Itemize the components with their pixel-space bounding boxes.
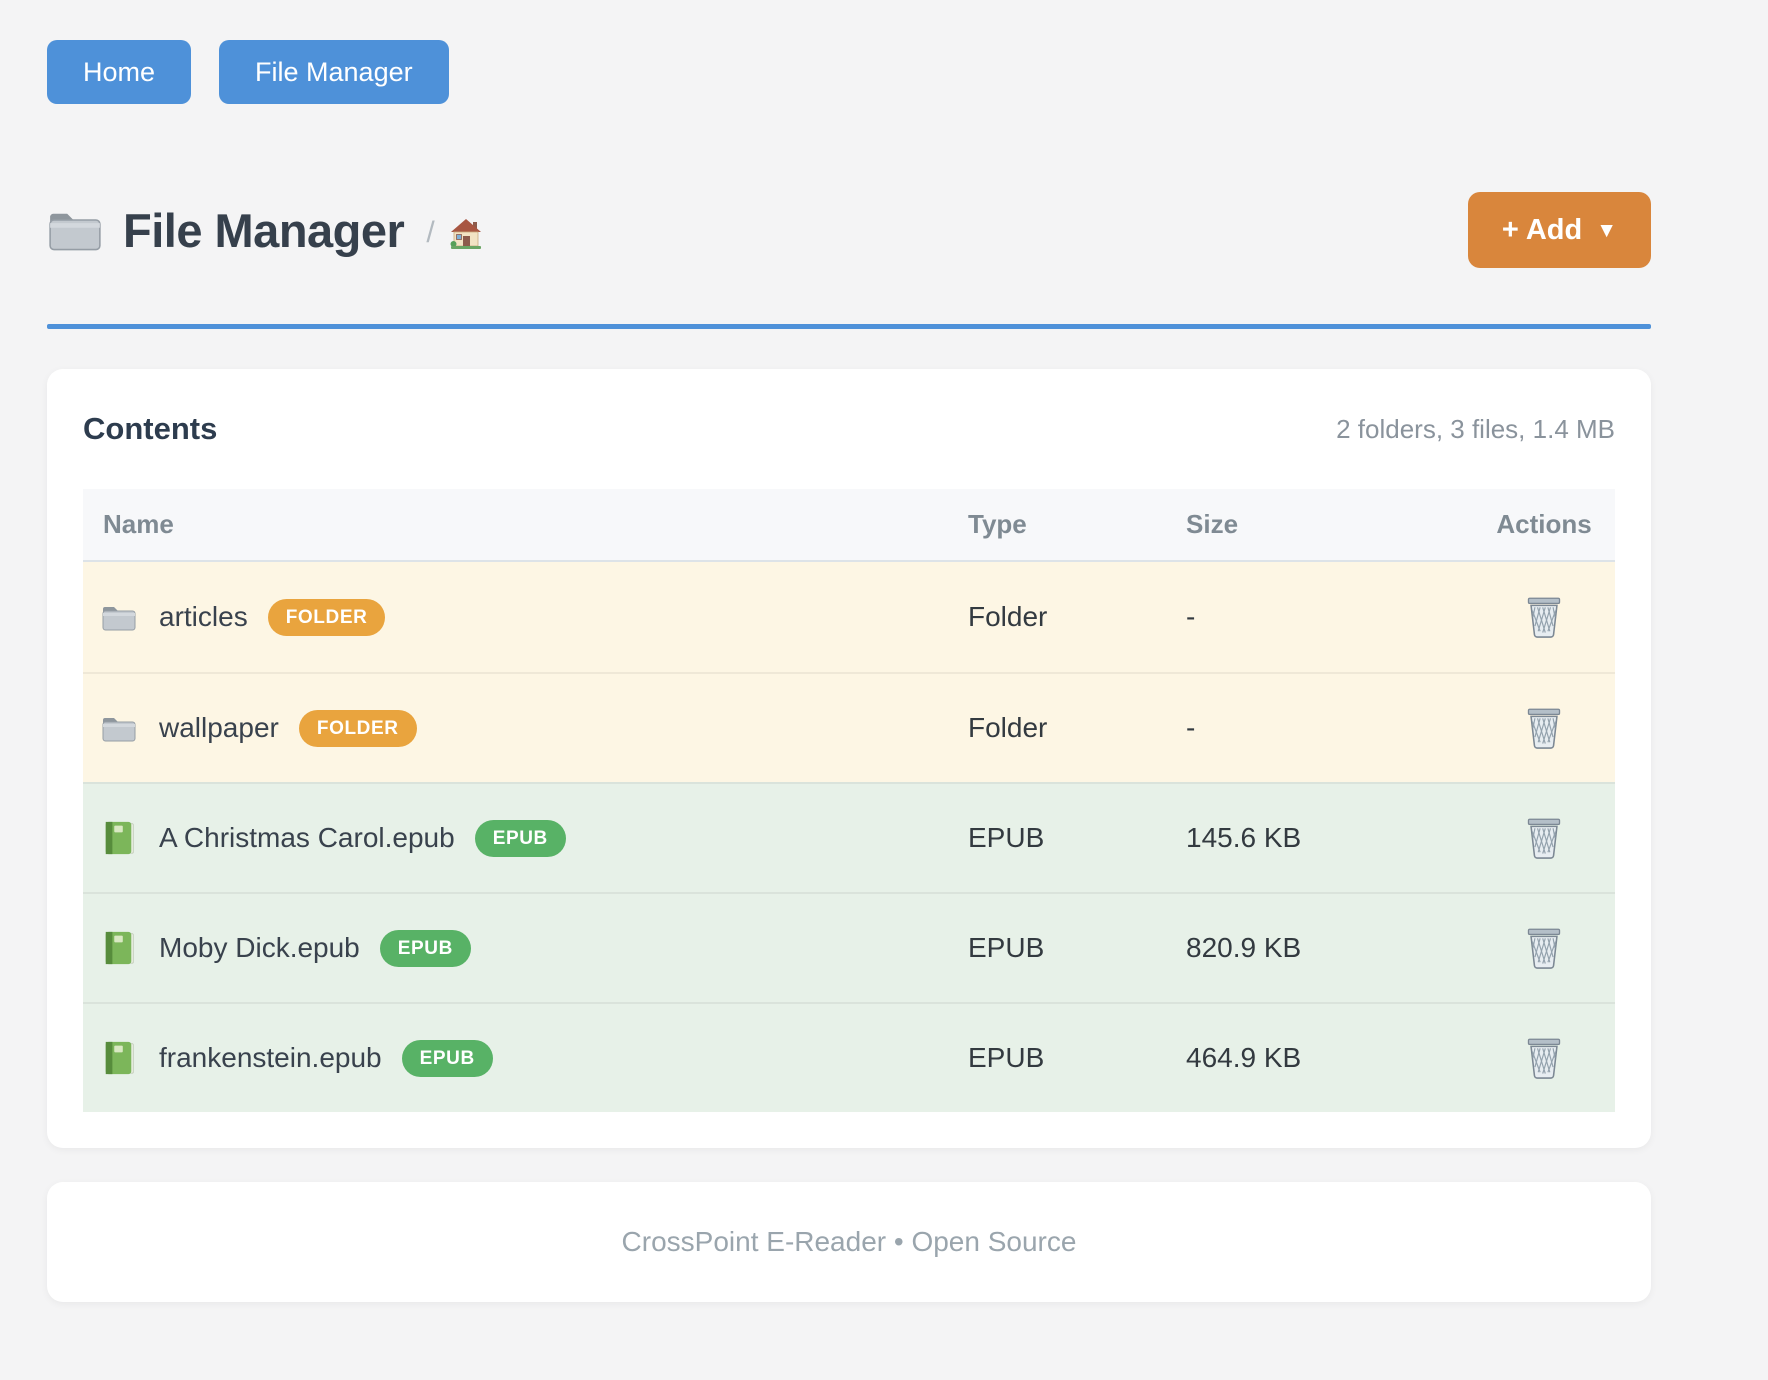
type-badge: EPUB: [379, 929, 471, 967]
cell-size: 820.9 KB: [1186, 932, 1302, 963]
cell-size: 464.9 KB: [1186, 1042, 1302, 1073]
delete-button[interactable]: [1524, 1036, 1564, 1080]
table-body: articles FOLDER Folder - wallpaper FOLDE…: [83, 562, 1615, 1112]
add-button[interactable]: + Add ▼: [1467, 192, 1651, 268]
type-badge: FOLDER: [267, 598, 386, 636]
table-row[interactable]: articles FOLDER Folder -: [83, 562, 1615, 672]
delete-button[interactable]: [1524, 926, 1564, 970]
column-header-actions: Actions: [1496, 509, 1592, 539]
type-badge: EPUB: [401, 1039, 493, 1077]
add-button-label: + Add: [1501, 213, 1583, 246]
contents-summary: 2 folders, 3 files, 1.4 MB: [1336, 413, 1615, 444]
file-name: A Christmas Carol.epub: [159, 822, 455, 853]
contents-heading: Contents: [83, 411, 218, 446]
file-name: frankenstein.epub: [159, 1042, 382, 1073]
house-icon[interactable]: [449, 217, 483, 251]
footer: CrossPoint E-Reader • Open Source: [47, 1182, 1651, 1302]
type-badge: FOLDER: [298, 709, 417, 747]
title-divider: [47, 324, 1651, 329]
delete-button[interactable]: [1524, 595, 1564, 639]
cell-size: 145.6 KB: [1186, 822, 1302, 853]
table-row[interactable]: A Christmas Carol.epub EPUB EPUB 145.6 K…: [83, 782, 1615, 892]
trash-icon: [1524, 818, 1564, 863]
row-icon: [101, 930, 137, 966]
cell-type: Folder: [968, 712, 1048, 743]
row-icon: [101, 1040, 137, 1076]
column-header-type: Type: [968, 509, 1027, 539]
file-name: wallpaper: [159, 712, 279, 743]
row-icon: [101, 599, 137, 635]
type-badge: EPUB: [474, 819, 566, 857]
breadcrumb-separator: /: [426, 216, 435, 249]
file-name: Moby Dick.epub: [159, 932, 360, 963]
delete-button[interactable]: [1524, 706, 1564, 750]
table-row[interactable]: wallpaper FOLDER Folder -: [83, 672, 1615, 782]
column-header-size: Size: [1186, 509, 1239, 539]
trash-icon: [1524, 597, 1564, 642]
table-header-row: Name Type Size Actions: [83, 489, 1615, 562]
breadcrumb-nav: Home File Manager: [47, 40, 1651, 104]
contents-card: Contents 2 folders, 3 files, 1.4 MB Name…: [47, 369, 1651, 1148]
trash-icon: [1524, 1038, 1564, 1083]
row-icon: [101, 710, 137, 746]
nav-file-manager-button[interactable]: File Manager: [219, 40, 449, 104]
table-row[interactable]: Moby Dick.epub EPUB EPUB 820.9 KB: [83, 892, 1615, 1002]
footer-text: CrossPoint E-Reader • Open Source: [621, 1226, 1077, 1257]
page: Home File Manager File Manager / + Add ▼…: [47, 40, 1651, 1302]
nav-home-button[interactable]: Home: [47, 40, 192, 104]
file-name: articles: [159, 601, 248, 632]
cell-type: Folder: [968, 601, 1048, 632]
folder-icon: [47, 206, 103, 254]
cell-type: EPUB: [968, 1042, 1045, 1073]
files-table: Name Type Size Actions articles FOLDER F…: [83, 489, 1615, 1112]
column-header-name: Name: [103, 509, 174, 539]
page-title: File Manager: [123, 203, 405, 257]
cell-size: -: [1186, 601, 1196, 632]
trash-icon: [1524, 708, 1564, 753]
cell-size: -: [1186, 712, 1196, 743]
trash-icon: [1524, 928, 1564, 973]
table-row[interactable]: frankenstein.epub EPUB EPUB 464.9 KB: [83, 1002, 1615, 1112]
chevron-down-icon: ▼: [1596, 218, 1617, 242]
page-header: File Manager / + Add ▼: [47, 190, 1651, 270]
cell-type: EPUB: [968, 822, 1045, 853]
cell-type: EPUB: [968, 932, 1045, 963]
row-icon: [101, 820, 137, 856]
delete-button[interactable]: [1524, 816, 1564, 860]
